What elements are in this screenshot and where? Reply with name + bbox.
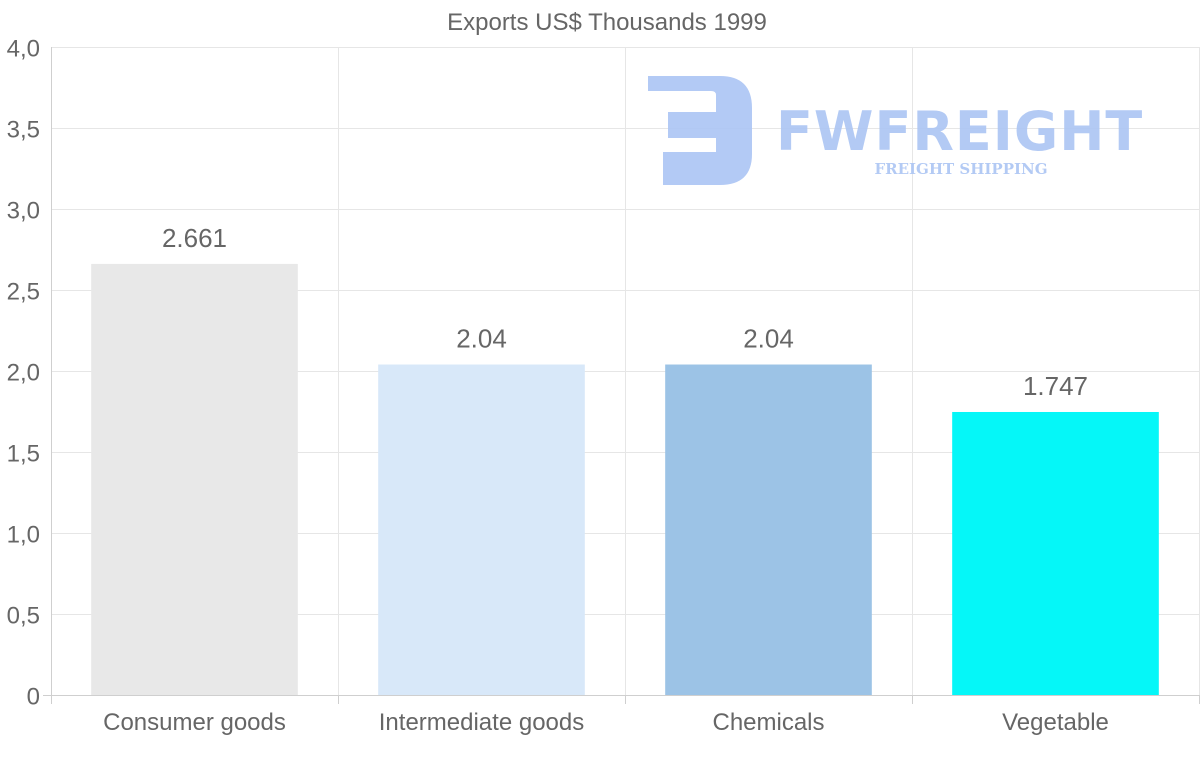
data-label: 2.04 xyxy=(743,324,794,354)
bars xyxy=(91,263,1159,695)
chart-title: Exports US$ Thousands 1999 xyxy=(447,9,767,36)
y-tick-label: 2,5 xyxy=(7,279,40,306)
bar xyxy=(91,263,298,695)
bar xyxy=(378,364,585,695)
labels: 0 0,5 1,0 1,5 2,0 2,5 3,0 3,5 4,0 2.661 Consumer g… xyxy=(7,36,1109,737)
x-tick-label: Consumer goods xyxy=(103,709,286,736)
y-tick-label: 0,5 xyxy=(7,603,40,630)
watermark-logo: FWFREIGHT FREIGHT SHIPPING xyxy=(648,76,1143,185)
y-tick-label: 3,5 xyxy=(7,117,40,144)
y-tick-label: 2,0 xyxy=(7,360,40,387)
data-label: 2.661 xyxy=(162,223,227,253)
fw-logo-mark-icon xyxy=(648,76,752,185)
y-tick-label: 4,0 xyxy=(7,36,40,63)
y-tick-label: 1,5 xyxy=(7,441,40,468)
watermark-name: FWFREIGHT xyxy=(776,100,1143,163)
bar xyxy=(665,364,872,695)
bar xyxy=(952,411,1159,695)
x-tick-label: Vegetable xyxy=(1002,709,1109,736)
data-label: 2.04 xyxy=(456,324,507,354)
x-tick-label: Intermediate goods xyxy=(379,709,584,736)
y-tick-label: 3,0 xyxy=(7,198,40,225)
watermark-tagline: FREIGHT SHIPPING xyxy=(874,160,1047,178)
x-tick-label: Chemicals xyxy=(712,709,824,736)
y-tick-label: 0 xyxy=(27,684,40,711)
data-label: 1.747 xyxy=(1023,371,1088,401)
y-tick-label: 1,0 xyxy=(7,522,40,549)
